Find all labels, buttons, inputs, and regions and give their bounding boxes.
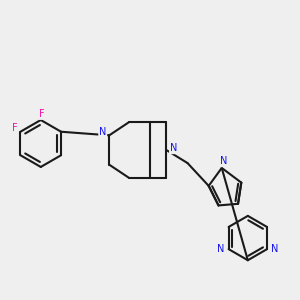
Text: F: F [12,123,17,133]
Text: N: N [99,127,106,137]
Text: F: F [39,109,45,119]
Text: N: N [170,143,177,153]
Text: N: N [220,156,227,167]
Text: N: N [271,244,278,254]
Text: N: N [218,244,225,254]
